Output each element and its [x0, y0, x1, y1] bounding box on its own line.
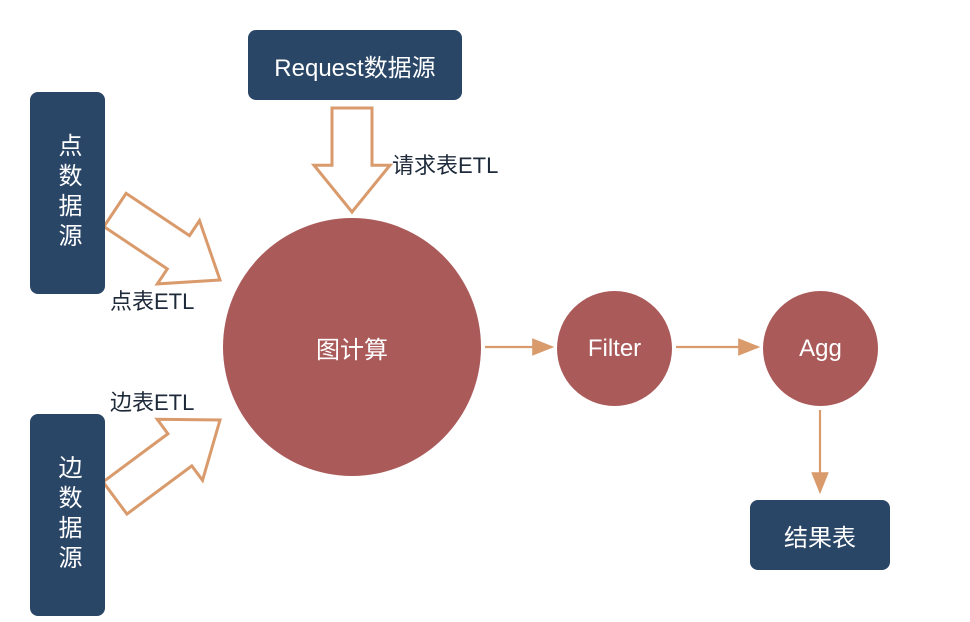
node-graph_calc: 图计算	[223, 218, 481, 476]
arrow-label-request_etl: 请求表ETL	[392, 148, 498, 180]
node-point_source: 点数据源	[30, 92, 105, 294]
block-arrow-request_etl	[314, 108, 390, 212]
node-label-graph_calc: 图计算	[316, 330, 388, 365]
arrow-label-point_etl: 点表ETL	[110, 284, 194, 316]
node-label-point_source: 点数据源	[50, 133, 85, 253]
node-label-result: 结果表	[784, 518, 856, 553]
node-label-request_source: Request数据源	[274, 48, 435, 83]
node-agg: Agg	[763, 291, 878, 406]
node-filter: Filter	[557, 291, 672, 406]
node-label-agg: Agg	[799, 335, 842, 363]
block-arrow-point_etl	[104, 193, 220, 284]
arrow-label-edge_etl: 边表ETL	[110, 385, 194, 417]
node-label-edge_source: 边数据源	[50, 455, 85, 575]
node-result: 结果表	[750, 500, 890, 570]
block-arrow-edge_etl	[103, 419, 220, 514]
node-edge_source: 边数据源	[30, 414, 105, 616]
diagram-canvas: 点数据源边数据源 Request数据源图计算 Filter Agg 结果表 点表ETL 边表…	[0, 0, 970, 622]
node-label-filter: Filter	[588, 335, 641, 363]
node-request_source: Request数据源	[248, 30, 462, 100]
